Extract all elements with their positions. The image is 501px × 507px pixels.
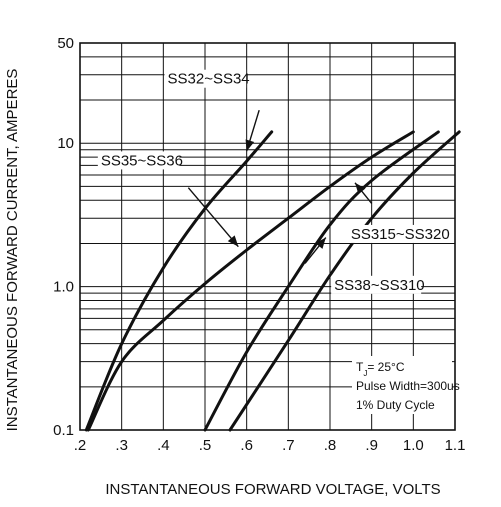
series-label-bg [331, 275, 422, 294]
x-tick-label: .8 [324, 437, 337, 454]
note-background [352, 356, 452, 414]
x-tick-label: 1.1 [445, 437, 466, 454]
series-label: SS38~SS310 [334, 277, 425, 294]
series-arrow-head [355, 182, 366, 195]
x-tick-label: .5 [199, 437, 212, 454]
y-tick-label: 50 [57, 35, 74, 52]
note-duty-cycle: 1% Duty Cycle [356, 398, 435, 412]
tick-labels: .2 .3 .4 .5 .6 .7 .8 .9 1.0 1.1 0.1 1.0 10 50 [53, 35, 465, 454]
note-temperature: TJ= 25°C [356, 360, 405, 378]
plot-frame [79, 42, 456, 431]
y-tick-label: 10 [57, 135, 74, 152]
x-tick-label: 1.0 [403, 437, 424, 454]
y-tick-label: 0.1 [53, 422, 74, 439]
series-label-bg [164, 69, 247, 88]
series-label: SS35~SS36 [101, 152, 183, 169]
x-tick-label: .6 [240, 437, 253, 454]
x-tick-label: .9 [365, 437, 378, 454]
series-arrow-head [315, 237, 326, 249]
series-arrow-line [187, 187, 239, 248]
y-tick-label: 1.0 [53, 279, 74, 296]
series-label: SS315~SS320 [351, 226, 450, 243]
series-arrow-head [245, 139, 255, 152]
series-label-bg [347, 224, 447, 243]
series-curve [228, 130, 461, 432]
series-label: SS32~SS34 [168, 71, 250, 88]
x-axis-label: INSTANTANEOUS FORWARD VOLTAGE, VOLTS [105, 481, 440, 498]
series-curve [84, 130, 274, 432]
x-tick-label: .3 [115, 437, 128, 454]
series-label-bg [97, 151, 180, 170]
x-tick-label: .7 [282, 437, 295, 454]
y-axis-label: INSTANTANEOUS FORWARD CURRENT, AMPERES [4, 69, 21, 432]
x-tick-label: .2 [74, 437, 87, 454]
series-arrows [187, 109, 373, 264]
x-tick-label: .4 [157, 437, 170, 454]
test-conditions-note: TJ= 25°C Pulse Width=300us 1% Duty Cycle [352, 356, 460, 414]
series-curve [86, 130, 415, 432]
series-curve [203, 130, 440, 432]
series-labels: SS32~SS34 SS35~SS36 SS38~SS310 SS315~SS320 [97, 69, 450, 294]
note-pulse-width: Pulse Width=300us [356, 379, 460, 393]
series-arrow-head [227, 235, 239, 247]
series-curves [84, 130, 461, 432]
